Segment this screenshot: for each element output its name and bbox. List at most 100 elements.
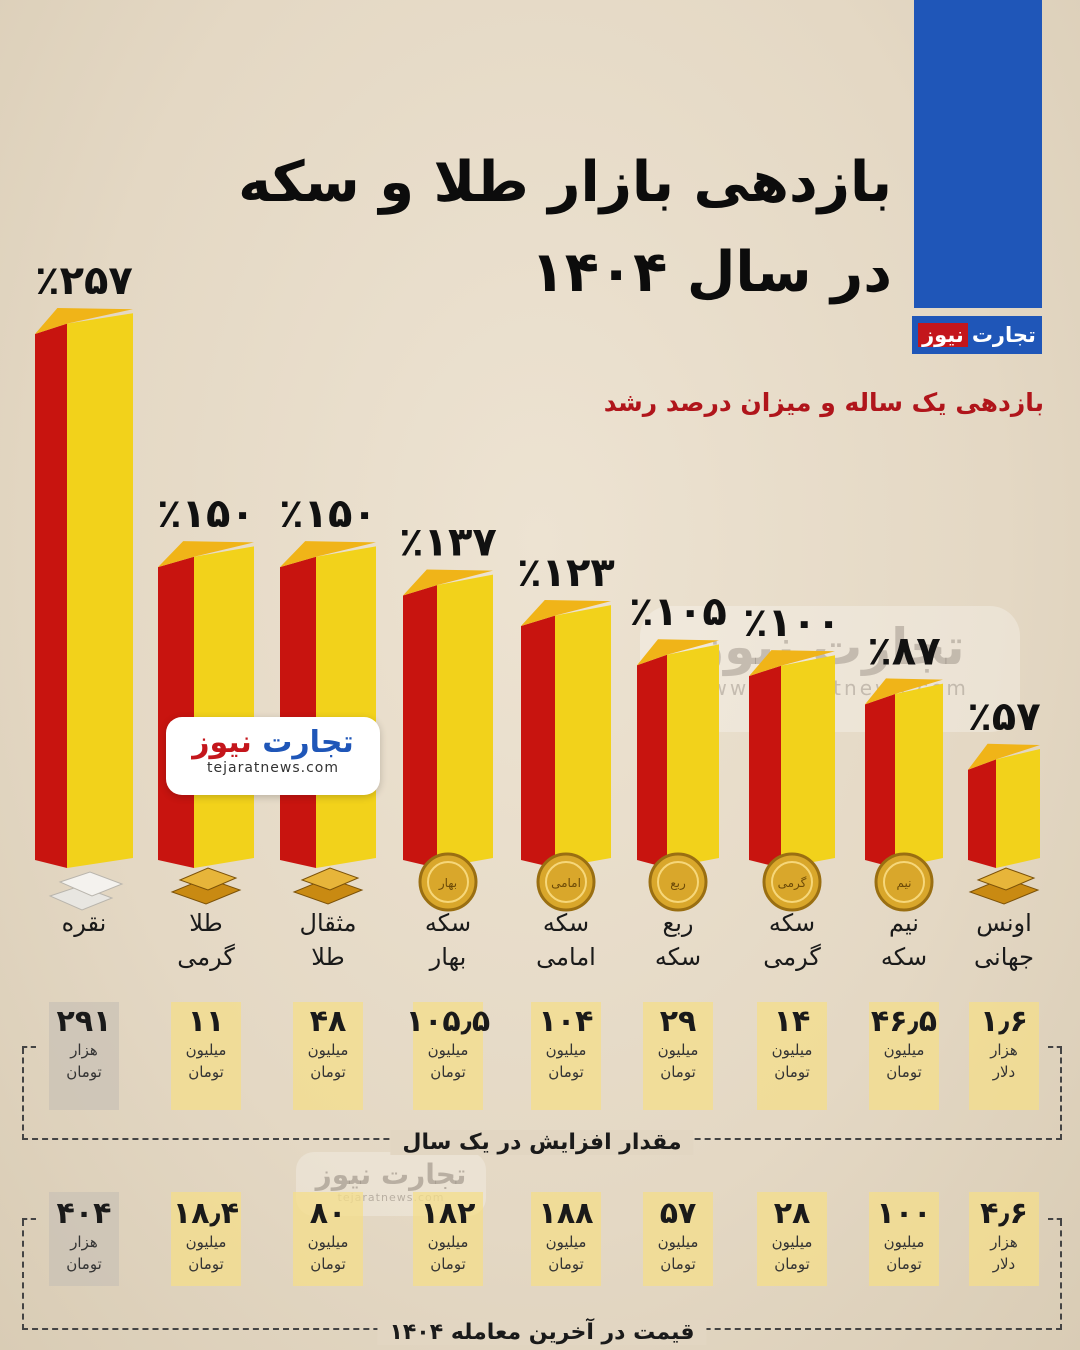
increase-unit2: تومان [430, 1063, 466, 1081]
asset-label-line1: سکه [542, 909, 590, 937]
coin-inner-ring [427, 861, 469, 903]
price-number: ۸۰ [309, 1196, 347, 1231]
asset-label-line1: سکه [424, 909, 472, 937]
increase-value: ۴۸ میلیون تومان [268, 1004, 388, 1083]
brand-band [914, 0, 1042, 308]
increase-unit1: میلیون [657, 1041, 699, 1059]
bar-side-face [637, 654, 667, 868]
price-unit2: تومان [886, 1255, 922, 1273]
bar-percent-label: ٪۲۵۷ [35, 258, 133, 304]
asset-label-line2: سکه [880, 943, 928, 971]
box-corner-left [22, 1218, 36, 1220]
increase-value: ۱۱ میلیون تومان [146, 1004, 266, 1083]
price-unit2: تومان [548, 1255, 584, 1273]
asset-label: نقره [24, 906, 144, 940]
coin-label: بهار [438, 876, 457, 891]
bar-front-face [781, 655, 835, 868]
price-column-bg [643, 1192, 713, 1286]
increase-unit1: میلیون [545, 1041, 587, 1059]
price-column-bg [757, 1192, 827, 1286]
bar-front-face [194, 546, 254, 868]
asset-label: سکه بهار [388, 906, 508, 974]
increase-number: ۱۰۴ [538, 1004, 594, 1039]
bar-front-face [67, 313, 133, 868]
bar-percent-label: ٪۸۷ [867, 628, 940, 674]
price-value: ۴٫۶ هزار دلار [944, 1196, 1064, 1275]
price-unit2: دلار [992, 1255, 1016, 1273]
bar-percent-label: ٪۱۰۰ [743, 600, 841, 646]
price-number: ۴٫۶ [980, 1196, 1028, 1231]
coin-label: ربع [670, 876, 686, 891]
bar-top-face [521, 599, 611, 626]
bar-side-face [865, 694, 895, 868]
price-value: ۵۷ میلیون تومان [618, 1196, 738, 1275]
price-column-bg [49, 1192, 119, 1286]
coin-inner-ring [771, 861, 813, 903]
asset-label-line1: ربع [662, 909, 694, 937]
price-number: ۴۰۴ [56, 1196, 112, 1231]
price-column-bg [413, 1192, 483, 1286]
increase-unit1: هزار [70, 1041, 98, 1059]
increase-unit1: میلیون [185, 1041, 227, 1059]
increase-value: ۲۹ میلیون تومان [618, 1004, 738, 1083]
coin-label: گرمی [778, 876, 807, 891]
price-value: ۱۸۲ میلیون تومان [388, 1196, 508, 1275]
price-column-bg [171, 1192, 241, 1286]
increase-number: ۲۹۱ [56, 1004, 112, 1039]
bar-top-face [865, 678, 943, 705]
asset-label: سکه گرمی [732, 906, 852, 974]
asset-label: ربع سکه [618, 906, 738, 974]
coin-label: امامی [551, 876, 581, 890]
asset-label-line2: سکه [654, 943, 702, 971]
brand-badge-url: tejaratnews.com [207, 760, 339, 776]
increase-value: ۲۹۱ هزار تومان [24, 1004, 144, 1083]
increase-column-bg [49, 1002, 119, 1110]
brand-badge-part1: تجارت [262, 725, 354, 760]
asset-label-line1: طلا [189, 909, 223, 937]
price-unit2: تومان [774, 1255, 810, 1273]
asset-label-line2: جهانی [974, 943, 1034, 971]
price-unit2: تومان [430, 1255, 466, 1273]
price-column-bg [531, 1192, 601, 1286]
increase-value: ۱۰۴ میلیون تومان [506, 1004, 626, 1083]
price-value: ۲۸ میلیون تومان [732, 1196, 852, 1275]
box-corner-right [1048, 1218, 1062, 1220]
increase-column-bg [171, 1002, 241, 1110]
price-unit1: میلیون [307, 1233, 349, 1251]
silver-bars-icon [48, 885, 114, 911]
increase-unit2: تومان [310, 1063, 346, 1081]
price-unit2: تومان [66, 1255, 102, 1273]
gold-bar-top [300, 867, 360, 891]
increase-column-bg [969, 1002, 1039, 1110]
asset-label-line1: مثقال [299, 909, 357, 937]
gold-bar-top [976, 867, 1036, 891]
increase-number: ۱۰۵٫۵ [405, 1004, 491, 1039]
increase-unit1: میلیون [427, 1041, 469, 1059]
price-caption: قیمت در آخرین معامله ۱۴۰۴ [377, 1320, 707, 1345]
increase-column-bg [869, 1002, 939, 1110]
bar-percent-label: ٪۱۲۳ [517, 550, 615, 596]
asset-label: نیم سکه [844, 906, 964, 974]
price-number: ۲۸ [773, 1196, 811, 1231]
increase-number: ۲۹ [659, 1004, 697, 1039]
increase-column-bg [643, 1002, 713, 1110]
increase-number: ۱۱ [187, 1004, 225, 1039]
gold-bar-top [178, 867, 238, 891]
coin-label: نیم [897, 876, 912, 890]
increase-value: ۱٫۶ هزار دلار [944, 1004, 1064, 1083]
price-column-bg [969, 1192, 1039, 1286]
increase-value: ۱۴ میلیون تومان [732, 1004, 852, 1083]
asset-label-line1: سکه [768, 909, 816, 937]
price-number: ۱۸٫۴ [172, 1196, 240, 1231]
bar-top-face [158, 541, 254, 568]
bar-percent-label: ٪۱۵۰ [279, 491, 377, 537]
bar-front-face [555, 605, 611, 868]
price-unit1: میلیون [427, 1233, 469, 1251]
price-column-bg [293, 1192, 363, 1286]
asset-label-line2: طلا [311, 943, 345, 971]
brand-logo-part2: نیوز [918, 323, 968, 347]
brand-logo: تجارت نیوز [912, 316, 1042, 354]
bar-top-face [968, 743, 1040, 770]
price-unit1: میلیون [657, 1233, 699, 1251]
increase-unit2: تومان [188, 1063, 224, 1081]
